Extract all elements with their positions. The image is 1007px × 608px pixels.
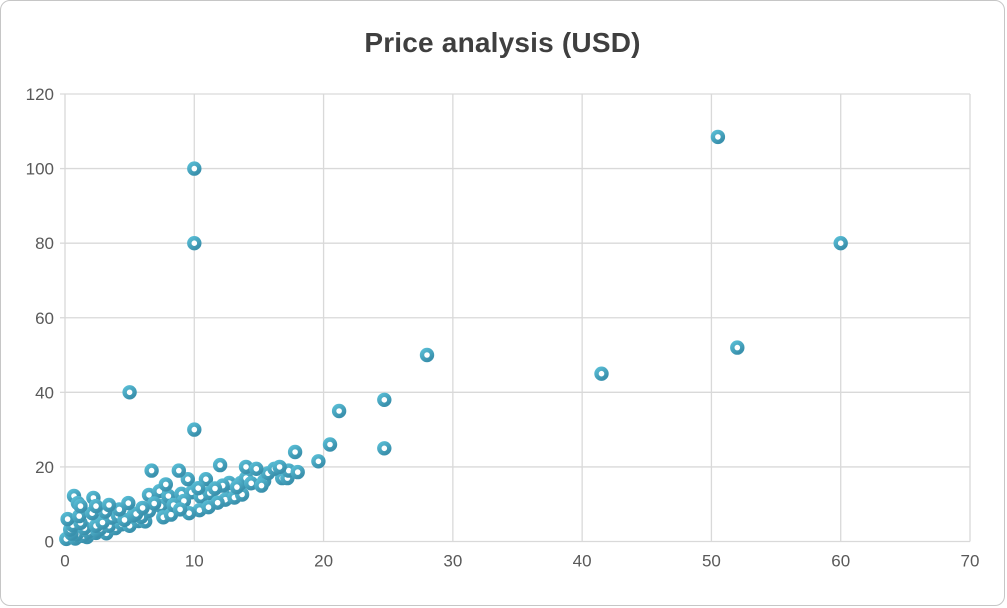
gridlines-layer [60, 93, 971, 543]
data-point[interactable] [229, 479, 245, 495]
y-axis-tick-label: 60 [35, 309, 54, 328]
x-axis-tick-label: 40 [573, 552, 592, 571]
data-point[interactable] [121, 495, 136, 511]
data-point[interactable] [73, 498, 88, 514]
x-axis-tick-label: 20 [314, 552, 333, 571]
y-axis-tick-label: 20 [35, 458, 54, 477]
data-point[interactable] [322, 437, 338, 452]
y-axis-tick-label: 0 [45, 533, 54, 552]
data-point[interactable] [311, 454, 326, 469]
data-point[interactable] [158, 477, 174, 492]
x-axis-tick-label: 10 [185, 552, 204, 571]
y-axis-tick-label: 120 [26, 85, 54, 104]
data-point[interactable] [254, 478, 269, 493]
chart-title: Price analysis (USD) [364, 27, 641, 58]
data-point[interactable] [171, 463, 187, 478]
y-axis-tick-label: 100 [26, 160, 54, 179]
x-axis-tick-label: 50 [702, 552, 721, 571]
axis-ticks-layer: 0 10 20 30 40 50 60 70 0 20 40 60 80 100 120 [26, 85, 980, 571]
data-point[interactable] [419, 347, 435, 363]
data-point[interactable] [190, 481, 206, 496]
data-point[interactable] [101, 497, 117, 513]
data-point[interactable] [187, 161, 202, 176]
data-point[interactable] [135, 500, 150, 516]
data-point[interactable] [833, 235, 848, 251]
data-point[interactable] [272, 459, 287, 475]
data-point[interactable] [287, 444, 303, 460]
data-point[interactable] [187, 422, 202, 437]
y-axis-tick-label: 80 [35, 234, 54, 253]
data-point[interactable] [187, 235, 202, 251]
data-point[interactable] [377, 392, 392, 407]
data-point[interactable] [594, 366, 609, 381]
data-point[interactable] [60, 511, 75, 527]
data-point[interactable] [198, 472, 214, 487]
data-point[interactable] [180, 472, 196, 487]
data-point[interactable] [201, 500, 216, 515]
data-point[interactable] [146, 496, 162, 511]
data-point[interactable] [290, 464, 305, 480]
x-axis-tick-label: 60 [831, 552, 850, 571]
x-axis-tick-label: 30 [443, 552, 462, 571]
data-point[interactable] [144, 463, 159, 478]
x-axis-tick-label: 0 [60, 552, 69, 571]
data-point[interactable] [207, 481, 223, 496]
data-point[interactable] [172, 502, 188, 517]
data-point[interactable] [730, 340, 745, 355]
data-point[interactable] [88, 498, 104, 514]
data-point[interactable] [122, 385, 137, 400]
data-points-layer [59, 129, 848, 547]
y-axis-tick-label: 40 [35, 383, 54, 402]
data-point[interactable] [377, 441, 392, 456]
data-point[interactable] [710, 129, 726, 145]
data-point[interactable] [249, 461, 264, 476]
data-point[interactable] [212, 457, 228, 473]
x-axis-tick-label: 70 [961, 552, 980, 571]
data-point[interactable] [331, 403, 347, 419]
